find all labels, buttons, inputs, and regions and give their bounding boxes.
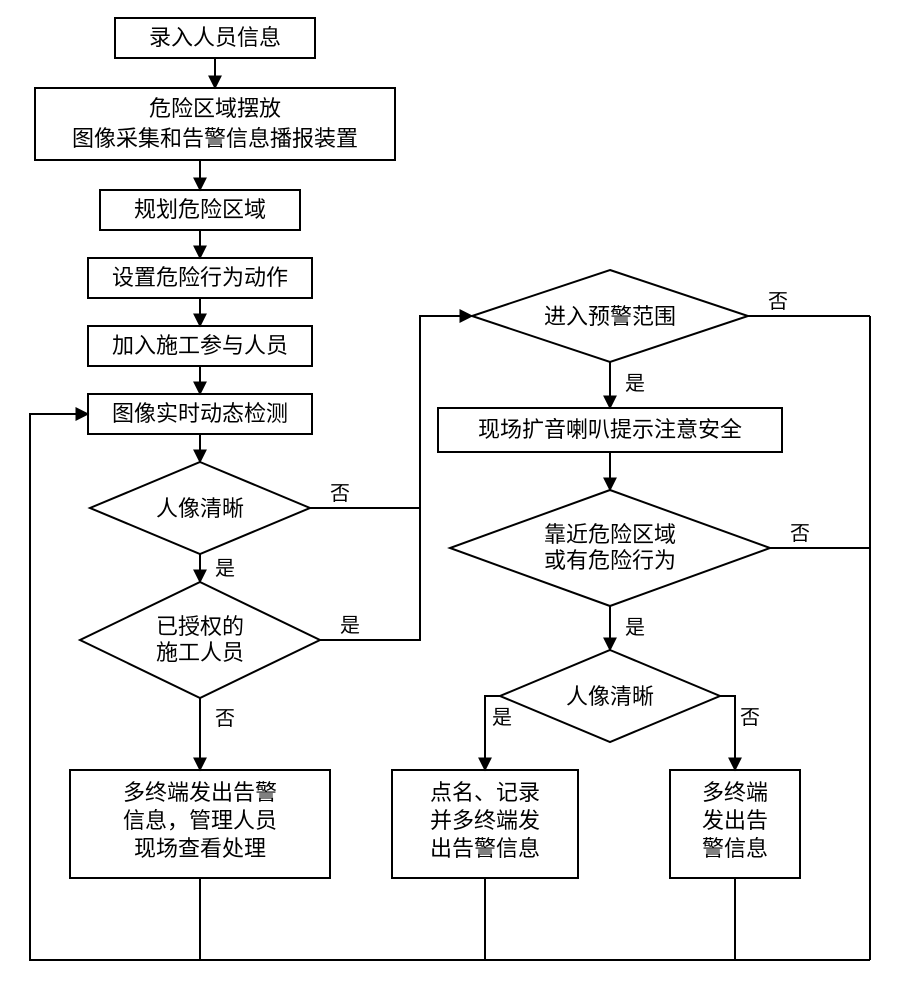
svg-text:靠近危险区域: 靠近危险区域 <box>544 522 676 547</box>
label-d2-yes: 是 <box>340 615 360 637</box>
decision-portrait-clear-left: 人像清晰 <box>90 462 310 554</box>
svg-text:或有危险行为: 或有危险行为 <box>544 548 676 573</box>
edge-d2-yes-join <box>320 508 420 640</box>
svg-text:警信息: 警信息 <box>702 836 768 861</box>
svg-text:出告警信息: 出告警信息 <box>430 836 540 861</box>
svg-text:点名、记录: 点名、记录 <box>430 780 540 805</box>
svg-text:发出告: 发出告 <box>702 808 768 833</box>
edge-d5-no-n10 <box>720 696 735 770</box>
svg-text:信息，管理人员: 信息，管理人员 <box>123 808 277 833</box>
label-d1-yes: 是 <box>215 558 235 580</box>
decision-enter-warning-range: 进入预警范围 <box>472 270 748 362</box>
decision-near-danger: 靠近危险区域 或有危险行为 <box>450 490 770 606</box>
node-realtime-detect: 图像实时动态检测 <box>88 394 312 434</box>
label-d3-no: 否 <box>768 291 788 313</box>
node-loudspeaker-alert: 现场扩音喇叭提示注意安全 <box>438 408 782 452</box>
node-multi-alarm-right: 多终端 发出告 警信息 <box>670 770 800 878</box>
svg-text:现场扩音喇叭提示注意安全: 现场扩音喇叭提示注意安全 <box>478 417 742 442</box>
node-multi-alarm-manage: 多终端发出告警 信息，管理人员 现场查看处理 <box>70 770 330 878</box>
decision-portrait-clear-right: 人像清晰 <box>500 650 720 742</box>
svg-text:人像清晰: 人像清晰 <box>156 496 244 521</box>
svg-text:图像采集和告警信息播报装置: 图像采集和告警信息播报装置 <box>72 126 358 151</box>
decision-authorized: 已授权的 施工人员 <box>80 582 320 698</box>
label-d2-no: 否 <box>215 708 235 730</box>
node-plan-area: 规划危险区域 <box>100 190 300 230</box>
svg-text:多终端: 多终端 <box>702 780 768 805</box>
node-place-devices: 危险区域摆放 图像采集和告警信息播报装置 <box>35 88 395 160</box>
svg-text:加入施工参与人员: 加入施工参与人员 <box>112 333 288 358</box>
svg-text:现场查看处理: 现场查看处理 <box>134 836 266 861</box>
svg-text:图像实时动态检测: 图像实时动态检测 <box>112 401 288 426</box>
label-d4-yes: 是 <box>625 617 645 639</box>
node-add-workers: 加入施工参与人员 <box>88 326 312 366</box>
svg-text:规划危险区域: 规划危险区域 <box>134 197 266 222</box>
svg-text:并多终端发: 并多终端发 <box>430 808 540 833</box>
flowchart-canvas: 录入人员信息 危险区域摆放 图像采集和告警信息播报装置 规划危险区域 设置危险行… <box>0 0 900 1000</box>
svg-text:设置危险行为动作: 设置危险行为动作 <box>112 265 288 290</box>
node-set-behavior: 设置危险行为动作 <box>88 258 312 298</box>
svg-text:录入人员信息: 录入人员信息 <box>149 25 281 50</box>
svg-text:危险区域摆放: 危险区域摆放 <box>149 96 281 121</box>
svg-text:进入预警范围: 进入预警范围 <box>544 304 676 329</box>
node-input-personnel: 录入人员信息 <box>115 18 315 58</box>
svg-text:多终端发出告警: 多终端发出告警 <box>123 780 277 805</box>
label-d3-yes: 是 <box>625 373 645 395</box>
label-d5-no: 否 <box>740 707 760 729</box>
svg-text:已授权的: 已授权的 <box>156 614 244 639</box>
label-d1-no: 否 <box>330 483 350 505</box>
svg-text:人像清晰: 人像清晰 <box>566 684 654 709</box>
svg-text:施工人员: 施工人员 <box>156 640 244 665</box>
node-call-record-alarm: 点名、记录 并多终端发 出告警信息 <box>392 770 578 878</box>
label-d5-yes: 是 <box>492 707 512 729</box>
label-d4-no: 否 <box>790 523 810 545</box>
